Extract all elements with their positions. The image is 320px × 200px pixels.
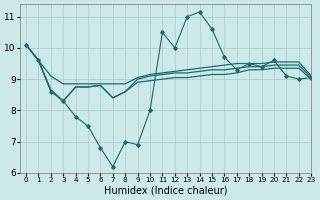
X-axis label: Humidex (Indice chaleur): Humidex (Indice chaleur): [104, 186, 227, 196]
